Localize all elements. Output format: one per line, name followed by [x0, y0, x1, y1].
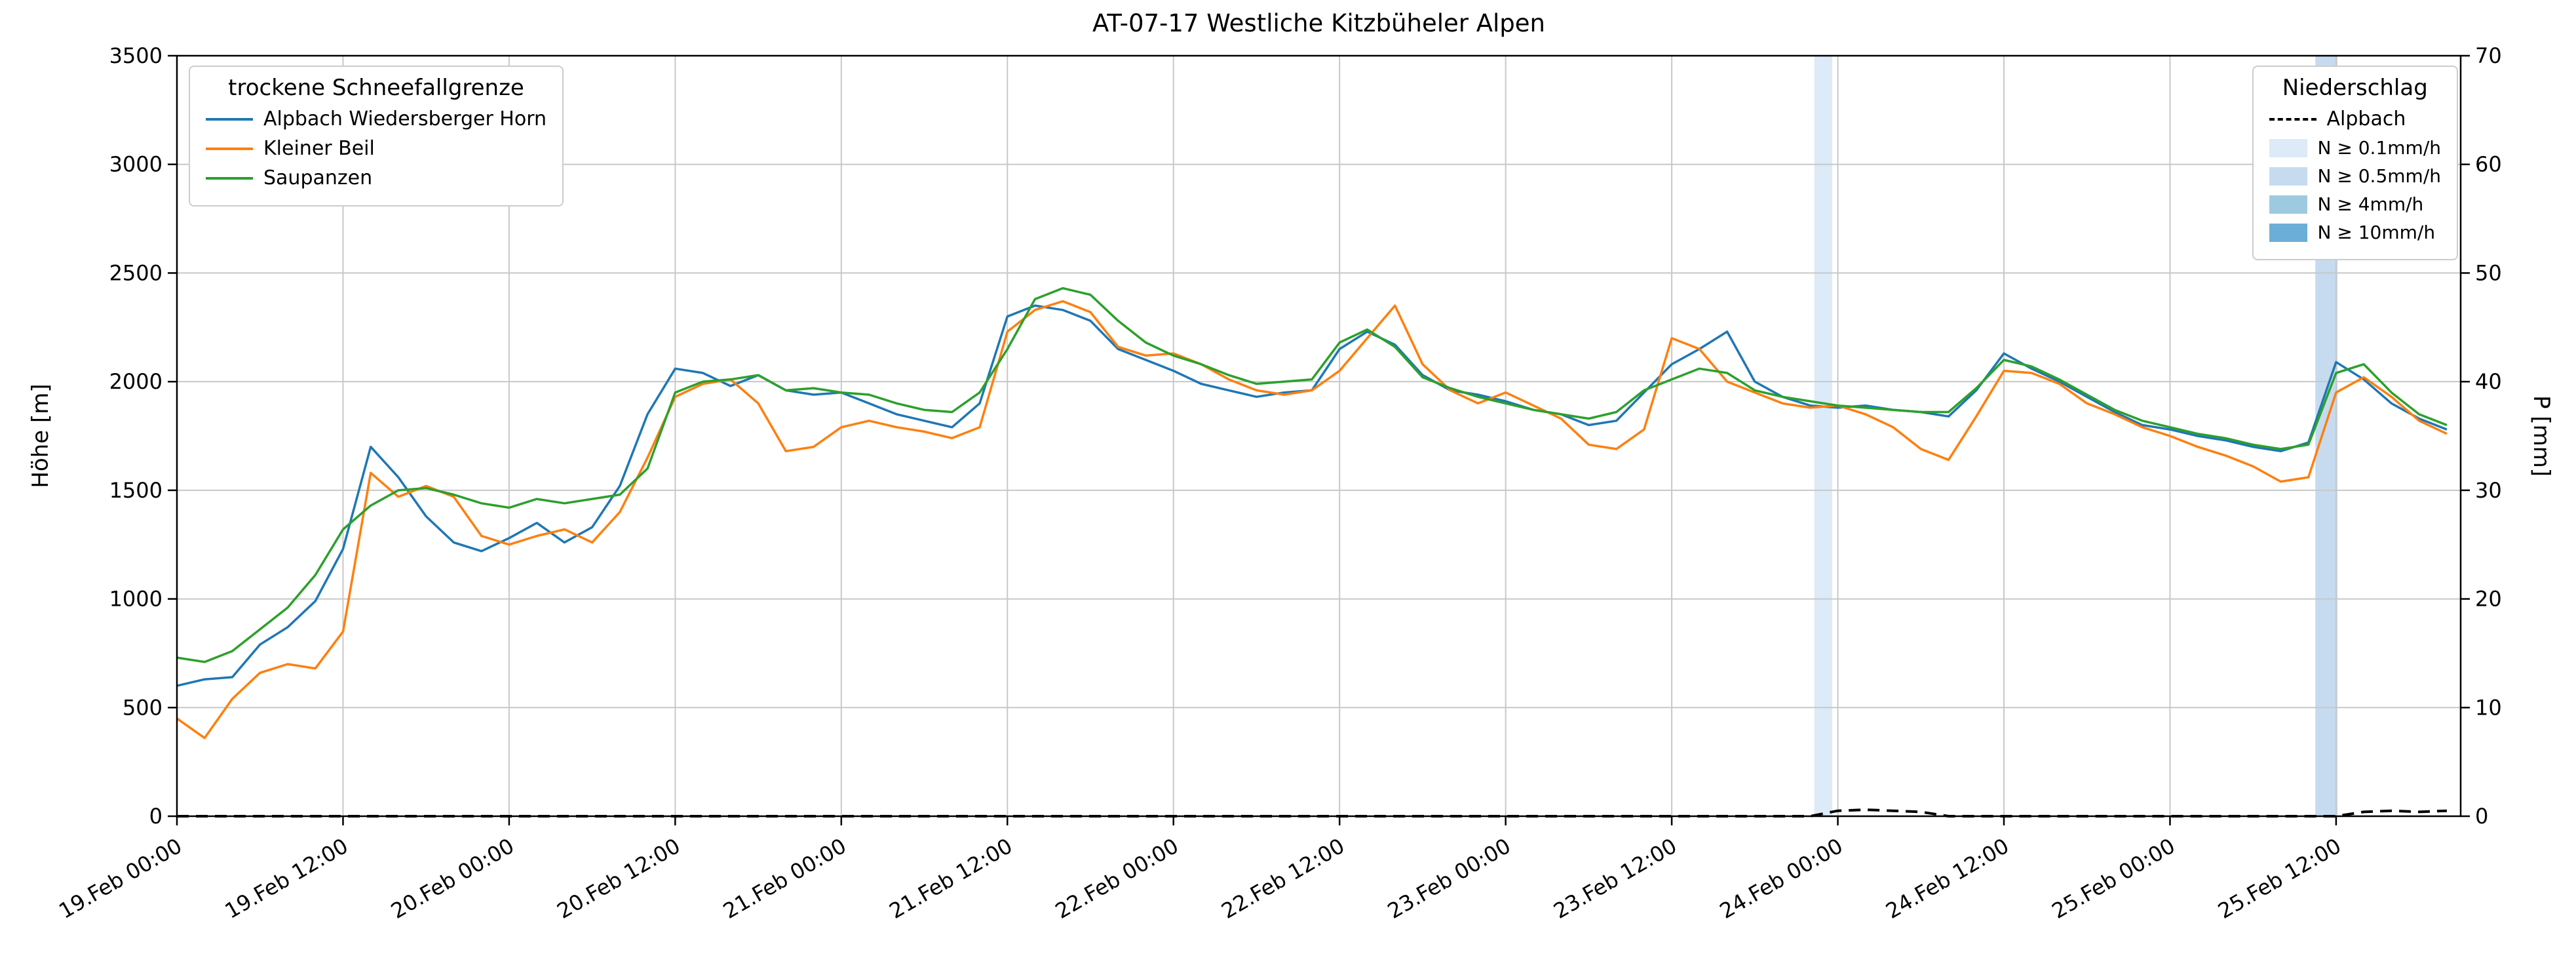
legend-entry-label: Saupanzen [263, 167, 373, 189]
legend-entry-saupanzen: Saupanzen [206, 167, 547, 189]
axes-frame [176, 54, 2462, 818]
y-axis-label-right: P [mm] [2528, 395, 2554, 477]
y-left-tick-label: 2000 [109, 369, 163, 394]
dashed-line-swatch-icon [2269, 117, 2316, 121]
x-tick-label: 19.Feb 00:00 [54, 833, 186, 924]
legend-precip: Niederschlag Alpbach N ≥ 0.1mm/h N ≥ 0.5mm… [2252, 66, 2458, 260]
x-tick-label: 20.Feb 00:00 [387, 833, 518, 924]
y-left-tick-label: 3500 [109, 43, 163, 68]
y-left-tick-label: 1500 [109, 478, 163, 503]
x-tick-label: 23.Feb 00:00 [1383, 833, 1515, 924]
x-tick-label: 21.Feb 12:00 [885, 833, 1016, 924]
y-left-tick-label: 0 [149, 804, 163, 829]
series-line-alpbach-wiedersberger-horn [176, 304, 2448, 687]
legend-precip-rows: Alpbach N ≥ 0.1mm/h N ≥ 0.5mm/h N ≥ 4mm/h N … [2267, 108, 2444, 243]
x-tick-label: 22.Feb 00:00 [1051, 833, 1183, 924]
x-tick-label: 23.Feb 12:00 [1549, 833, 1681, 924]
legend-entry-label: N ≥ 4mm/h [2317, 193, 2424, 215]
y-left-tick-label: 3000 [109, 152, 163, 177]
legend-entry-label: N ≥ 0.5mm/h [2317, 165, 2441, 187]
legend-entry-n-gte-4mm/h: N ≥ 4mm/h [2269, 193, 2441, 215]
x-tick-label: 25.Feb 12:00 [2214, 833, 2345, 924]
legend-entry-alpbach-wiedersberger-horn: Alpbach Wiedersberger Horn [206, 108, 547, 130]
precip-band [1814, 56, 1833, 816]
x-tick-label: 20.Feb 12:00 [553, 833, 685, 924]
patch-swatch-icon [2269, 167, 2307, 186]
y-right-tick-label: 20 [2475, 587, 2502, 612]
x-tick-label: 21.Feb 00:00 [719, 833, 851, 924]
chart-title: AT-07-17 Westliche Kitzbüheler Alpen [1092, 9, 1546, 37]
line-swatch-icon [206, 117, 253, 121]
x-tick-label: 22.Feb 12:00 [1217, 833, 1349, 924]
legend-entry-n-gte-10mm/h: N ≥ 10mm/h [2269, 222, 2441, 243]
legend-entry-n-gte-0.5mm/h: N ≥ 0.5mm/h [2269, 165, 2441, 187]
y-right-tick-label: 70 [2475, 43, 2502, 68]
legend-entry-n-gte-0.1mm/h: N ≥ 0.1mm/h [2269, 137, 2441, 159]
y-left-tick-label: 2500 [109, 260, 163, 285]
patch-swatch-icon [2269, 223, 2307, 242]
y-right-tick-label: 30 [2475, 478, 2502, 503]
y-right-tick-label: 0 [2475, 804, 2488, 829]
patch-swatch-icon [2269, 195, 2307, 214]
legend-entry-kleiner-beil: Kleiner Beil [206, 137, 547, 160]
x-tick-label: 24.Feb 00:00 [1716, 833, 1847, 924]
x-tick-label: 25.Feb 00:00 [2048, 833, 2180, 924]
legend-entry-label: N ≥ 0.1mm/h [2317, 137, 2441, 159]
line-swatch-icon [206, 147, 253, 150]
x-tick-label: 24.Feb 12:00 [1881, 833, 2013, 924]
line-swatch-icon [206, 176, 253, 180]
legend-entry-label: Alpbach Wiedersberger Horn [263, 108, 547, 130]
patch-swatch-icon [2269, 138, 2307, 157]
y-right-tick-label: 40 [2475, 369, 2502, 394]
legend-snowline-title: trockene Schneefallgrenze [228, 75, 524, 101]
legend-snowline-rows: Alpbach Wiedersberger Horn Kleiner Beil Sa… [203, 108, 549, 189]
legend-entry-label: Kleiner Beil [263, 137, 375, 160]
y-axis-label-left: Höhe [m] [28, 384, 54, 488]
legend-entry-label: N ≥ 10mm/h [2317, 222, 2436, 243]
y-left-tick-label: 500 [123, 695, 163, 720]
x-tick-label: 19.Feb 12:00 [221, 833, 353, 924]
precip-line-alpbach [177, 808, 2447, 818]
legend-precip-title: Niederschlag [2282, 75, 2428, 101]
y-left-tick-label: 1000 [109, 587, 163, 612]
y-right-tick-label: 50 [2475, 260, 2502, 285]
y-right-tick-label: 10 [2475, 695, 2502, 720]
series-line-saupanzen [176, 286, 2448, 663]
legend-entry-label: Alpbach [2326, 108, 2406, 130]
y-right-tick-label: 60 [2475, 152, 2502, 177]
series-line-kleiner-beil [176, 300, 2448, 740]
legend-snowline: trockene Schneefallgrenze Alpbach Wieder… [189, 66, 564, 207]
legend-entry-alpbach: Alpbach [2269, 108, 2441, 130]
